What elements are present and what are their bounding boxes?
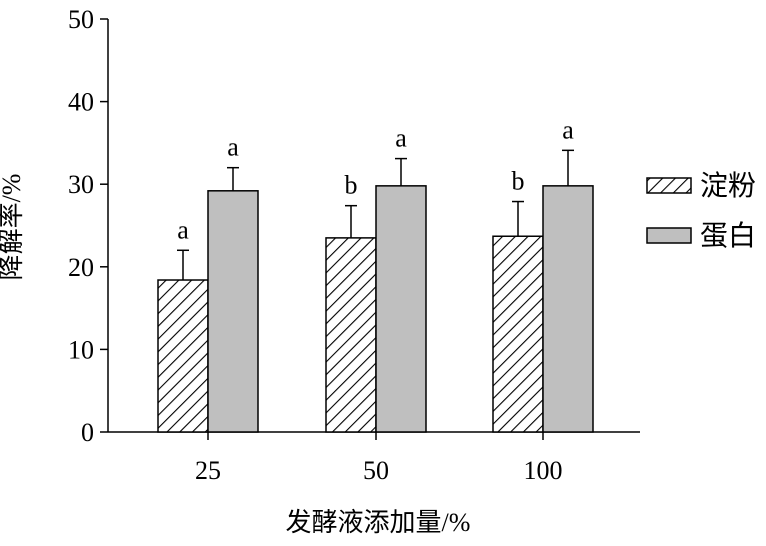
axes: 0 10 20 30 40 50 25 50 100 [68, 5, 640, 485]
y-tick-label: 0 [81, 418, 94, 447]
bar-starch-50 [325, 237, 377, 433]
significance-letter: a [227, 133, 239, 162]
error-bars [177, 149, 574, 281]
y-tick-label: 30 [68, 170, 94, 199]
bar-protein-100 [542, 185, 594, 433]
significance-letter: b [512, 167, 525, 196]
y-tick-label: 50 [68, 5, 94, 34]
legend-label: 淀粉 [700, 170, 756, 202]
y-tick-label: 40 [68, 88, 94, 117]
legend-swatch-starch [646, 177, 692, 194]
significance-letter: a [177, 215, 189, 244]
significance-letter: a [562, 115, 574, 144]
x-tick-label: 100 [524, 456, 563, 485]
legend-label: 蛋白 [700, 220, 756, 252]
y-tick-label: 20 [68, 253, 94, 282]
significance-letter: a [395, 124, 407, 153]
bar-starch-25 [157, 279, 209, 433]
x-axis-label: 发酵液添加量/% [286, 508, 471, 537]
bar-protein-50 [375, 185, 427, 433]
significance-letters: a a b a b a [177, 115, 574, 244]
y-axis-label: 降解率/% [0, 174, 26, 281]
bar-protein-25 [207, 190, 259, 433]
bars [157, 185, 594, 433]
x-tick-label: 50 [363, 456, 389, 485]
y-tick-label: 10 [68, 335, 94, 364]
significance-letter: b [345, 171, 358, 200]
bar-starch-100 [492, 235, 544, 433]
legend-swatch-protein [646, 227, 692, 244]
x-tick-label: 25 [195, 456, 221, 485]
